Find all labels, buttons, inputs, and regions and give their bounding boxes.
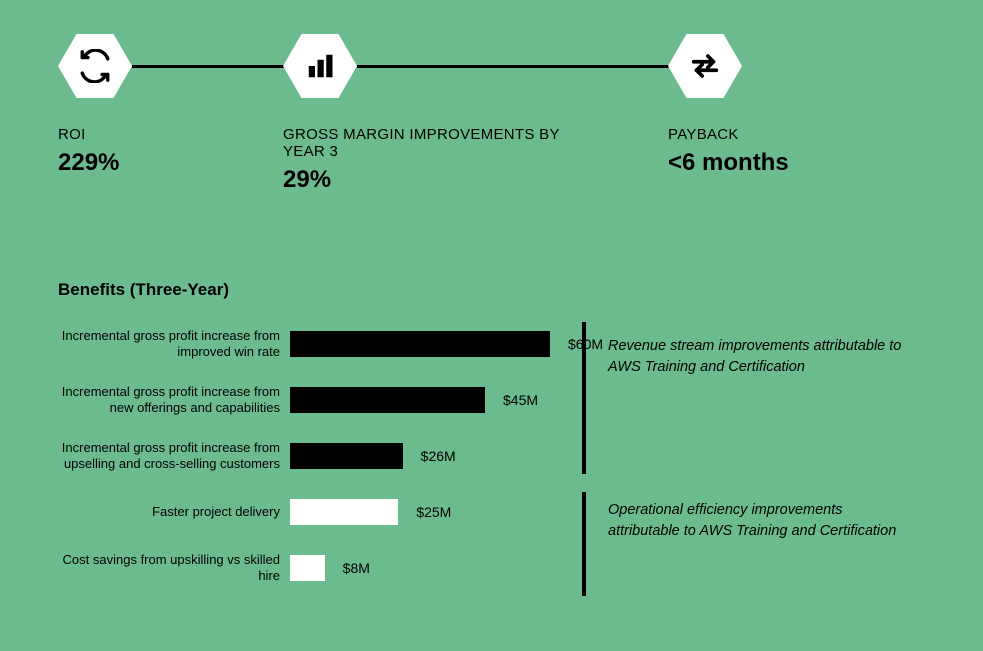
bar-row-label: Faster project delivery [58, 504, 290, 520]
refresh-icon [78, 49, 112, 83]
bar-row-label: Incremental gross profit increase from u… [58, 440, 290, 473]
swap-icon [688, 49, 722, 83]
bar-value: $8M [343, 560, 370, 576]
metric-margin-label: GROSS MARGIN IMPROVEMENTS BY YEAR 3 [283, 126, 603, 160]
bar-value: $45M [503, 392, 538, 408]
bar [290, 499, 398, 525]
annot-rule-ops [582, 492, 586, 596]
bar [290, 555, 325, 581]
benefits-title: Benefits (Three-Year) [58, 280, 943, 300]
metric-margin-value: 29% [283, 166, 603, 194]
benefits-section: Benefits (Three-Year) Incremental gross … [58, 280, 943, 602]
barchart-icon [305, 51, 335, 81]
metric-margin: GROSS MARGIN IMPROVEMENTS BY YEAR 3 29% [283, 34, 603, 194]
bar-row-label: Cost savings from upskilling vs skilled … [58, 552, 290, 585]
bar-track: $45M [290, 387, 550, 413]
bar-row: Incremental gross profit increase from u… [58, 434, 943, 478]
annot-revenue: Revenue stream improvements attributable… [608, 336, 908, 378]
bar-row: Incremental gross profit increase from n… [58, 378, 943, 422]
hex-margin [283, 34, 357, 98]
bar-track: $60M [290, 331, 550, 357]
bar-row-label: Incremental gross profit increase from n… [58, 384, 290, 417]
bar-track: $8M [290, 555, 550, 581]
metric-roi: ROI 229% [58, 34, 132, 177]
benefits-chart: Incremental gross profit increase from i… [58, 322, 943, 590]
bar [290, 331, 550, 357]
metric-roi-value: 229% [58, 149, 132, 177]
bar-value: $26M [421, 448, 456, 464]
metric-payback-label: PAYBACK [668, 126, 789, 143]
annot-ops: Operational efficiency improvements attr… [608, 500, 908, 542]
bar-track: $25M [290, 499, 550, 525]
metric-payback: PAYBACK <6 months [668, 34, 789, 177]
bar-row: Cost savings from upskilling vs skilled … [58, 546, 943, 590]
metrics-row: ROI 229% GROSS MARGIN IMPROVEMENTS BY YE… [58, 34, 943, 224]
annot-rule-revenue [582, 322, 586, 474]
bar-row-label: Incremental gross profit increase from i… [58, 328, 290, 361]
hex-roi [58, 34, 132, 98]
bar [290, 443, 403, 469]
metric-payback-value: <6 months [668, 149, 789, 177]
bar-value: $25M [416, 504, 451, 520]
hex-payback [668, 34, 742, 98]
bar-track: $26M [290, 443, 550, 469]
metric-roi-label: ROI [58, 126, 132, 143]
bar [290, 387, 485, 413]
